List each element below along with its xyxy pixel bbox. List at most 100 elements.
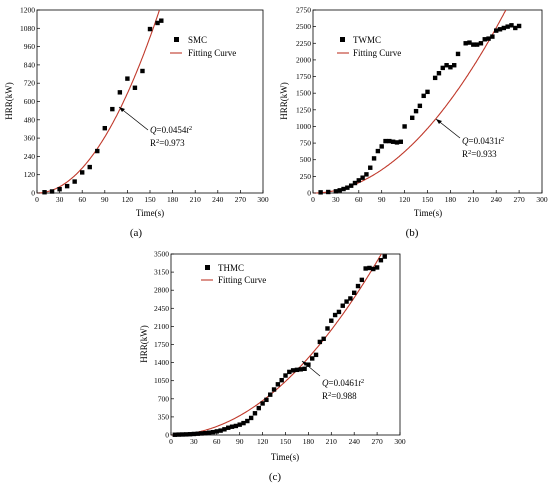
y-tick-label: 0 — [31, 189, 35, 198]
annotation-arrow — [118, 106, 149, 131]
x-tick-label: 270 — [513, 195, 525, 204]
axes: 0 30 60 90 120 150 180 210 240 270 300 0 350 700 1050 1… — [154, 250, 406, 447]
data-point — [378, 258, 384, 263]
data-point — [279, 377, 284, 383]
data-point — [444, 63, 449, 68]
data-point — [359, 277, 365, 283]
data-point — [367, 265, 372, 271]
data-point — [203, 430, 208, 436]
data-point — [275, 382, 281, 387]
plot-marks — [171, 253, 387, 437]
data-point — [379, 144, 384, 149]
legend: TWMC Fitting Curve — [337, 35, 401, 58]
data-point — [310, 356, 315, 361]
data-point — [172, 432, 178, 437]
data-point — [72, 179, 77, 184]
chart-panel-b: 0 30 60 90 120 150 180 210 240 270 300 0 250 500 750 10… — [279, 6, 548, 240]
data-point — [402, 124, 407, 129]
y-tick-label: 1500 — [296, 89, 311, 98]
data-point — [340, 303, 345, 308]
data-point — [421, 93, 426, 99]
data-point — [271, 387, 277, 392]
y-tick-label: 0 — [165, 431, 169, 440]
y-tick-label: 500 — [300, 155, 312, 164]
r2-sup: 2 — [156, 138, 159, 145]
x-tick-label: 270 — [235, 195, 247, 204]
data-point — [318, 190, 323, 195]
data-point — [363, 266, 368, 271]
data-point — [317, 339, 323, 345]
y-tick-label: 2000 — [296, 55, 311, 64]
x-tick-label: 90 — [236, 437, 244, 446]
arrow-head — [302, 361, 308, 366]
data-point — [352, 290, 357, 295]
fit-sup: 2 — [189, 125, 192, 132]
legend-label: THMC — [218, 263, 244, 273]
data-point — [516, 23, 522, 29]
data-point — [248, 415, 254, 421]
data-point — [355, 283, 361, 289]
data-point — [237, 422, 242, 427]
x-tick-label: 240 — [349, 437, 361, 446]
data-point — [455, 51, 461, 57]
data-point — [382, 254, 387, 259]
data-point — [471, 42, 476, 47]
data-point — [206, 430, 212, 435]
data-point — [298, 367, 303, 372]
fit-var: Q — [462, 136, 469, 146]
x-tick-label: 180 — [445, 195, 457, 204]
plot-marks — [37, 9, 164, 195]
fit-equation: Q=0.0431t2 — [462, 136, 504, 146]
data-point — [264, 397, 269, 403]
data-point — [80, 170, 85, 175]
r2-label: R — [150, 138, 156, 148]
y-axis-title: HRR(kW) — [279, 82, 289, 120]
data-point — [294, 367, 300, 373]
data-point — [229, 424, 235, 429]
data-point — [509, 23, 514, 28]
data-point — [467, 40, 472, 45]
data-point — [425, 89, 430, 95]
r2-label: R — [462, 149, 468, 159]
x-tick-label: 90 — [378, 195, 386, 204]
data-point — [337, 188, 342, 193]
data-point — [371, 156, 377, 161]
y-axis-title: HRR(kW) — [4, 82, 14, 120]
x-tick-label: 60 — [78, 195, 86, 204]
data-point — [268, 392, 273, 397]
r2-value: =0.973 — [159, 138, 185, 148]
legend-label: Fitting Curve — [188, 48, 236, 58]
data-point — [360, 175, 365, 180]
y-tick-label: 360 — [24, 134, 36, 143]
data-point — [110, 106, 115, 112]
data-point — [95, 148, 100, 154]
data-point — [147, 26, 153, 32]
y-tick-label: 1080 — [20, 24, 35, 33]
data-point — [313, 352, 319, 358]
data-point — [329, 318, 334, 323]
y-tick-label: 600 — [24, 97, 36, 106]
y-tick-label: 2750 — [296, 6, 311, 15]
y-axis-title: HRR(kW) — [139, 325, 149, 363]
x-tick-label: 210 — [190, 195, 202, 204]
x-tick-label: 240 — [212, 195, 224, 204]
x-tick-label: 60 — [355, 195, 363, 204]
x-tick-label: 240 — [491, 195, 503, 204]
data-point — [341, 186, 346, 192]
plot-marks — [313, 9, 522, 195]
data-point — [478, 41, 484, 46]
r2-sup: 2 — [328, 391, 331, 398]
x-tick-label: 120 — [122, 195, 134, 204]
data-point — [490, 34, 495, 39]
x-tick-label: 120 — [399, 195, 411, 204]
fit-equation: Q=0.0461t2 — [322, 378, 364, 388]
x-tick-label: 30 — [56, 195, 64, 204]
data-point — [241, 420, 246, 426]
data-point — [356, 178, 361, 183]
y-tick-label: 3500 — [154, 250, 169, 259]
data-point — [448, 65, 453, 70]
y-tick-label: 1750 — [296, 72, 311, 81]
legend-label: Fitting Curve — [218, 275, 266, 285]
fit-coefficient: =0.0431 — [469, 136, 499, 146]
chart-panel-c: 0 30 60 90 120 150 180 210 240 270 300 0 350 700 1050 1… — [139, 250, 406, 484]
